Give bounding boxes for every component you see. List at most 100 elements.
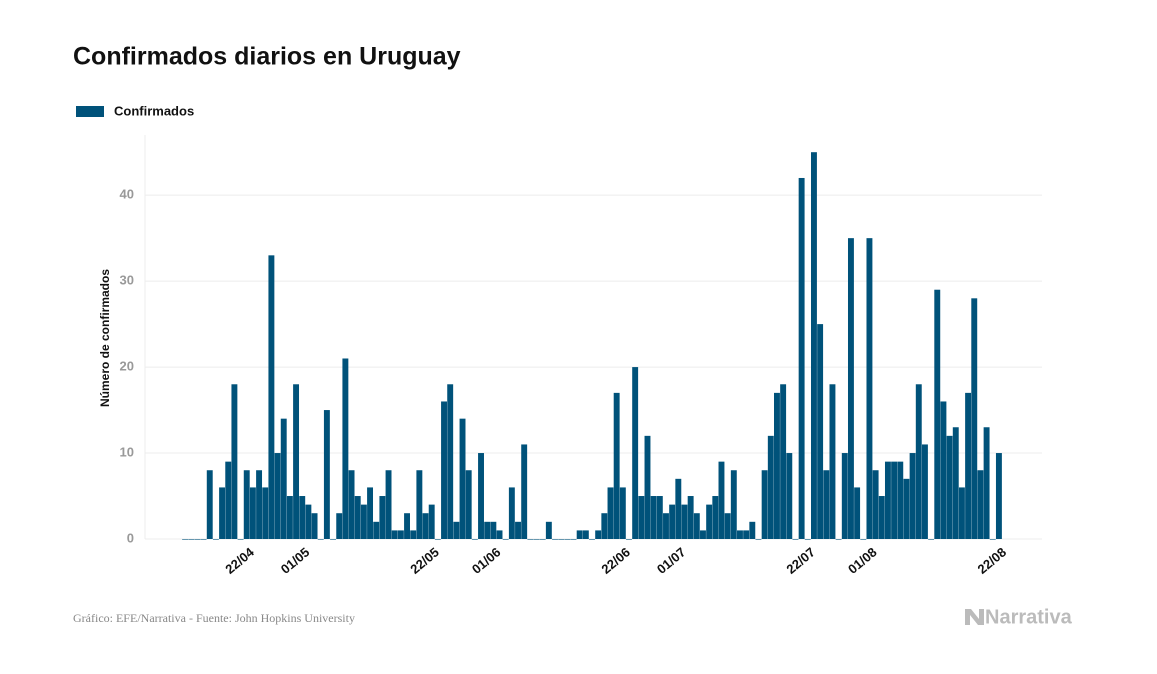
bar: [249, 487, 256, 539]
bar: [958, 487, 965, 539]
bar: [675, 478, 682, 539]
bar: [391, 530, 398, 539]
bar: [638, 496, 645, 539]
bar: [416, 470, 423, 539]
y-tick-label: 20: [120, 359, 134, 374]
bar: [669, 504, 676, 539]
bar: [219, 487, 226, 539]
bar: [545, 521, 552, 539]
chart-title: Confirmados diarios en Uruguay: [73, 43, 461, 71]
bar: [508, 487, 515, 539]
bar: [903, 478, 910, 539]
bar: [786, 453, 793, 539]
y-tick-label: 30: [120, 273, 134, 288]
bar: [810, 152, 817, 540]
bar: [299, 496, 306, 539]
brand-logo: Narrativa: [965, 606, 1073, 628]
bar: [891, 461, 898, 539]
bar: [490, 521, 497, 539]
bar: [200, 539, 207, 540]
bar: [774, 392, 780, 539]
bar: [897, 461, 904, 539]
bar: [687, 496, 694, 539]
bar: [700, 530, 706, 539]
bar: [995, 453, 1002, 539]
bar: [712, 496, 719, 539]
bar: [576, 530, 583, 539]
bar: [206, 470, 213, 539]
bar: [354, 496, 361, 539]
x-tick-label: 22/04: [222, 544, 257, 577]
bar: [798, 177, 805, 539]
bar: [983, 427, 990, 539]
bar: [755, 539, 762, 540]
bar: [767, 435, 774, 539]
bar: [909, 453, 916, 539]
bar: [533, 539, 540, 540]
bar: [212, 539, 219, 540]
bar: [841, 453, 848, 539]
bar: [644, 435, 651, 539]
bar: [847, 238, 854, 540]
bar: [311, 513, 318, 539]
bar: [872, 470, 879, 539]
bar: [730, 470, 737, 539]
bar: [293, 384, 300, 539]
bar: [681, 504, 688, 539]
bar: [829, 384, 836, 539]
x-tick-label: 22/05: [407, 544, 442, 576]
bar: [761, 470, 768, 539]
bar: [613, 392, 620, 539]
bar: [262, 487, 269, 539]
bar: [607, 487, 614, 539]
bar: [342, 358, 349, 539]
bar: [860, 539, 867, 540]
bar: [552, 539, 558, 540]
bar: [743, 530, 750, 539]
bar: [410, 530, 417, 539]
bar: [835, 539, 842, 540]
bar: [502, 539, 509, 540]
bar: [484, 521, 491, 539]
bar: [336, 513, 343, 539]
bar: [243, 470, 250, 539]
bar: [459, 418, 466, 539]
bar: [693, 513, 700, 539]
bar: [989, 539, 996, 540]
bar: [582, 530, 589, 539]
bar: [718, 461, 725, 539]
bar: [305, 504, 312, 539]
brand-name: Narrativa: [985, 606, 1073, 628]
brand-icon: [965, 609, 984, 625]
bar: [589, 539, 595, 540]
bar: [656, 496, 663, 539]
bar: [280, 418, 287, 539]
bar: [422, 513, 429, 539]
bar: [434, 539, 441, 540]
bar: [521, 444, 528, 539]
bar: [188, 539, 195, 540]
bar: [428, 504, 435, 539]
bar: [348, 470, 355, 539]
bar: [878, 496, 885, 539]
bar: [367, 487, 374, 539]
bar: [385, 470, 392, 539]
bar: [447, 384, 454, 539]
bar: [934, 289, 941, 539]
bar: [749, 521, 756, 539]
x-tick-label: 01/06: [469, 544, 504, 576]
bar: [570, 539, 577, 540]
bar: [225, 461, 232, 539]
source-note: Gráfico: EFE/Narrativa - Fuente: John Ho…: [73, 611, 355, 625]
bar: [274, 453, 281, 539]
bar: [496, 530, 503, 539]
bar: [465, 470, 472, 539]
bar: [515, 521, 521, 539]
bar: [330, 539, 337, 540]
x-tick-label: 22/06: [598, 544, 633, 576]
bar: [866, 238, 873, 540]
bar: [527, 539, 534, 540]
legend-label: Confirmados: [114, 103, 194, 118]
bar: [817, 324, 824, 539]
bar: [360, 504, 367, 539]
